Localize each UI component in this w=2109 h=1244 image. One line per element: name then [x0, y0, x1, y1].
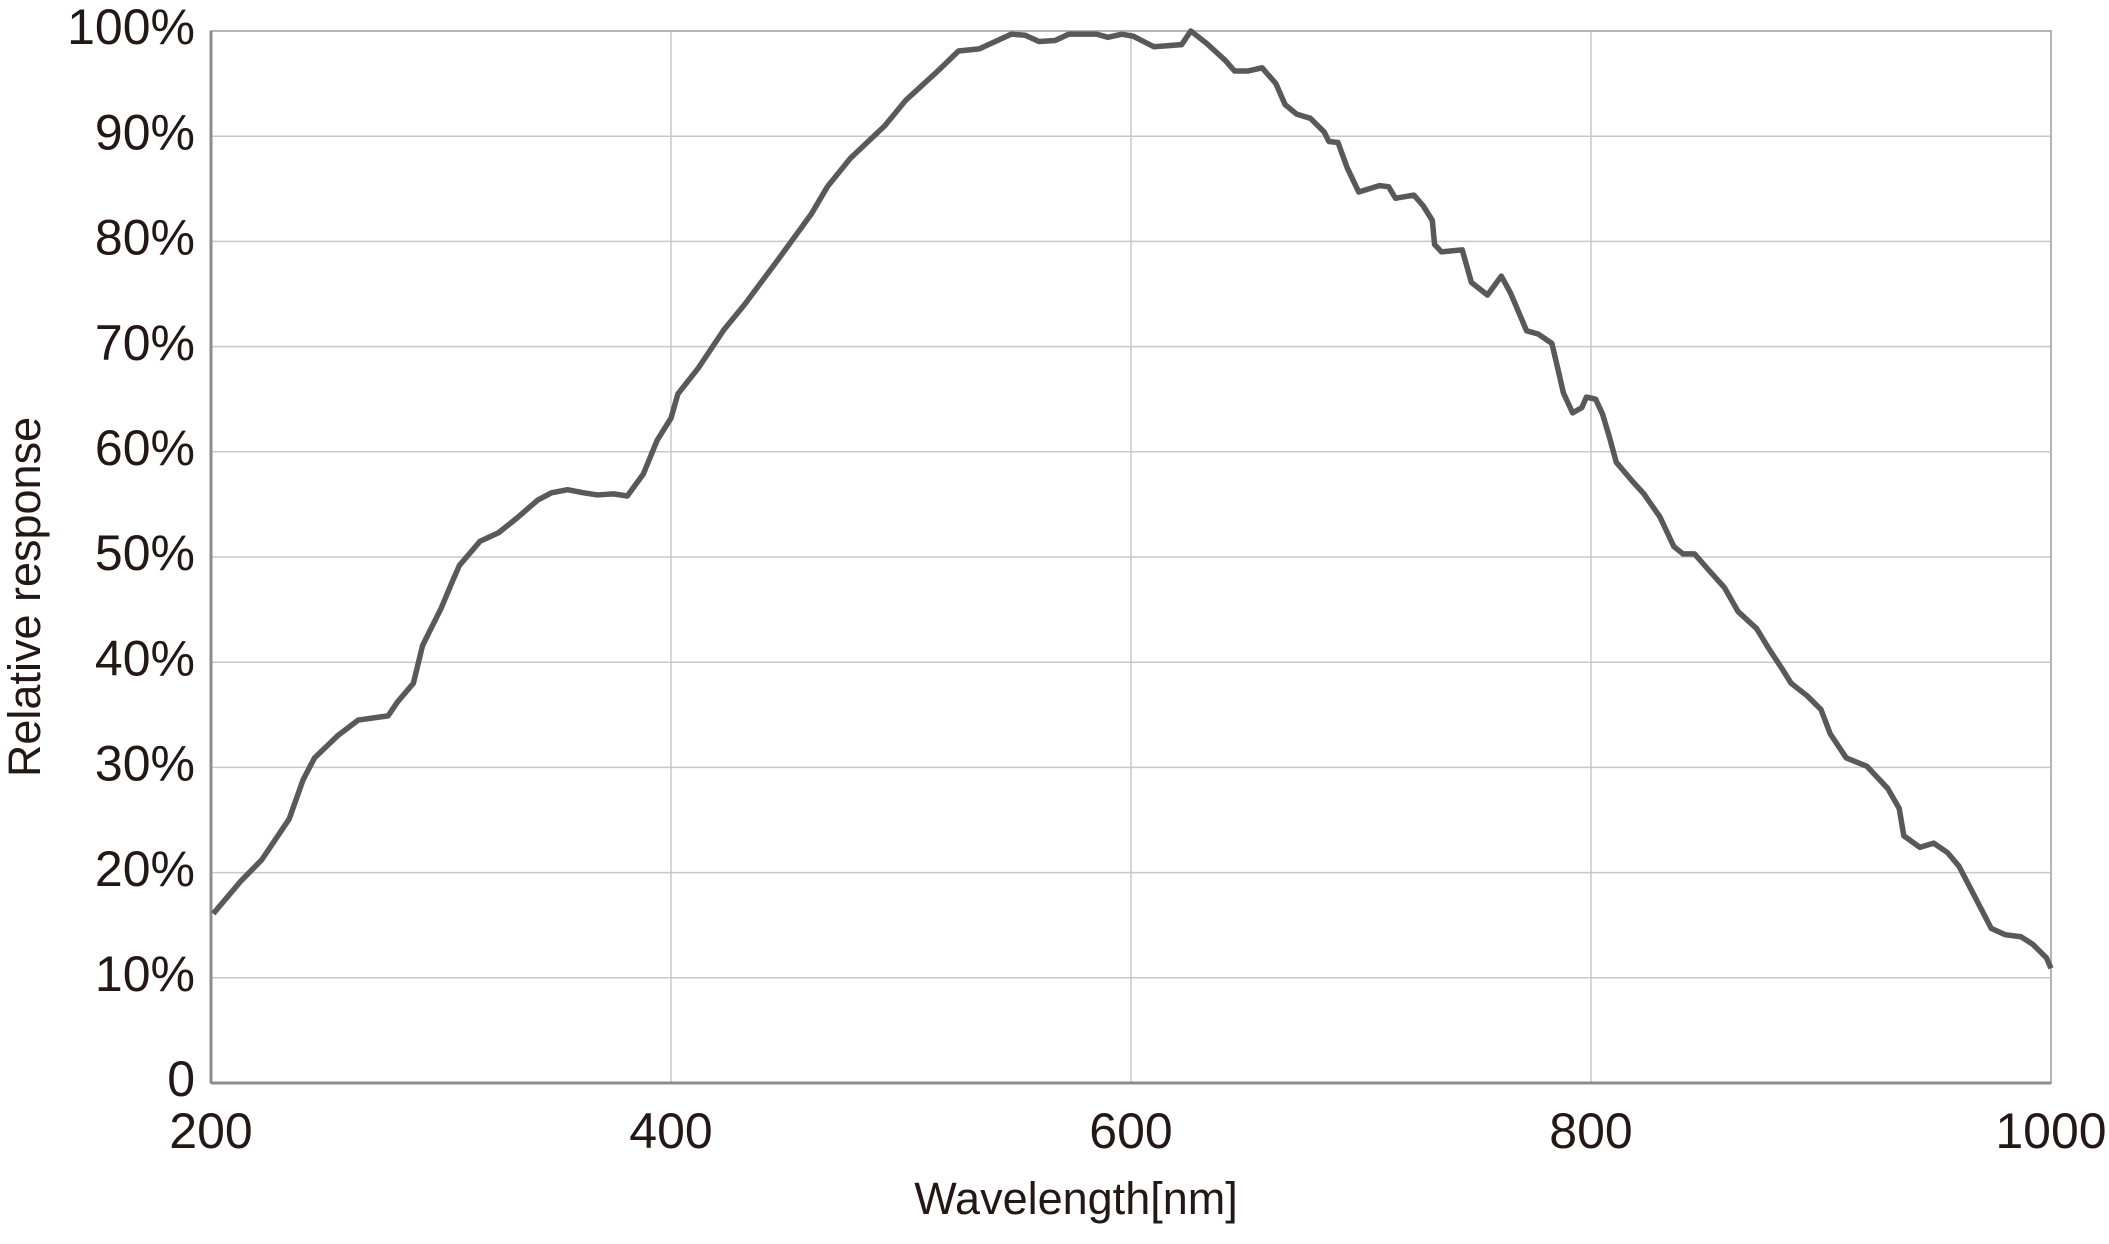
y-tick-label: 50%	[95, 525, 195, 581]
y-tick-label: 90%	[95, 104, 195, 160]
y-tick-label: 80%	[95, 210, 195, 266]
x-axis-title: Wavelength[nm]	[914, 1173, 1237, 1224]
y-tick-label: 70%	[95, 315, 195, 371]
y-tick-label: 40%	[95, 630, 195, 686]
y-tick-label: 20%	[95, 841, 195, 897]
y-tick-label: 100%	[67, 0, 195, 55]
x-tick-label: 800	[1549, 1103, 1632, 1159]
x-tick-label: 200	[169, 1103, 252, 1159]
x-tick-label: 400	[629, 1103, 712, 1159]
x-tick-label: 1000	[1995, 1103, 2106, 1159]
y-axis-title: Relative response	[0, 417, 50, 777]
data-line	[211, 28, 2054, 970]
y-tick-label: 60%	[95, 420, 195, 476]
y-tick-label: 30%	[95, 736, 195, 792]
y-tick-label: 0	[167, 1051, 195, 1107]
y-tick-label: 10%	[95, 946, 195, 1002]
x-tick-label: 600	[1089, 1103, 1172, 1159]
